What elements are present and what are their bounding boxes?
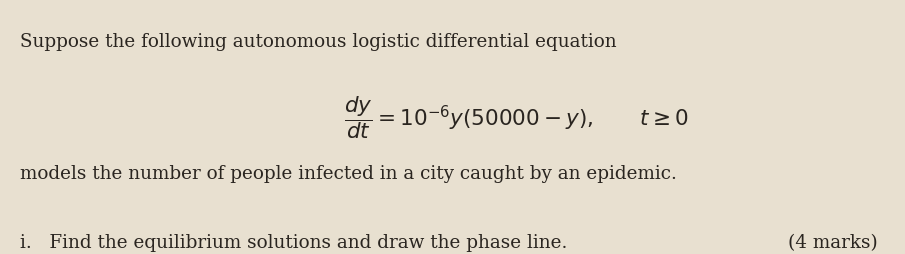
Text: Suppose the following autonomous logistic differential equation: Suppose the following autonomous logisti… [20,33,616,51]
Text: (4 marks): (4 marks) [788,234,878,252]
Text: models the number of people infected in a city caught by an epidemic.: models the number of people infected in … [20,165,677,183]
Text: i.   Find the equilibrium solutions and draw the phase line.: i. Find the equilibrium solutions and dr… [20,234,567,252]
Text: $\dfrac{dy}{dt} = 10^{-6}y(50000 - y),\quad\quad t \geq 0$: $\dfrac{dy}{dt} = 10^{-6}y(50000 - y),\q… [344,94,689,141]
